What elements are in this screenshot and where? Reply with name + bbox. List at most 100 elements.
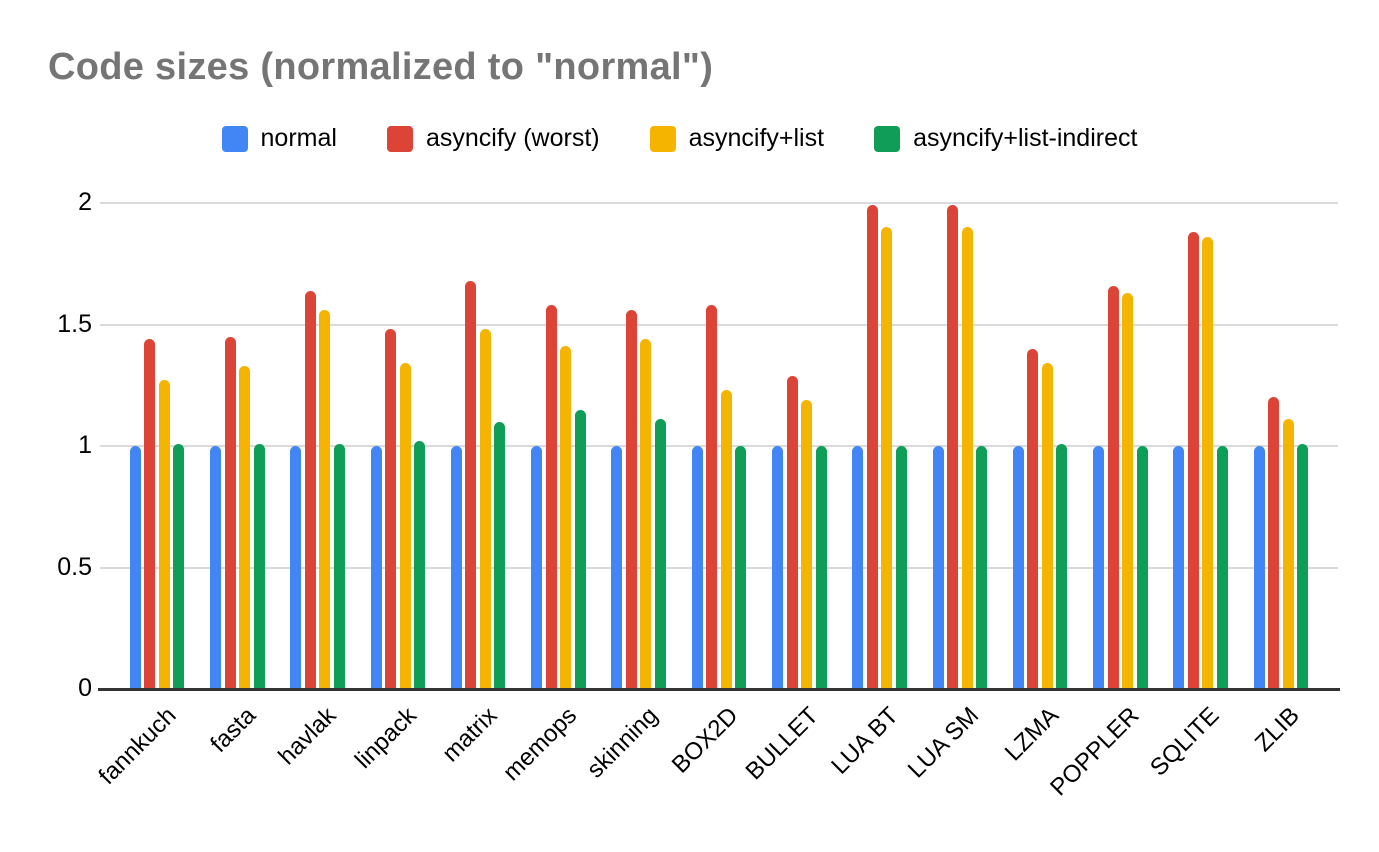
y-tick-label: 1 [78, 431, 92, 459]
bar-asyncify+list-indirect [654, 419, 666, 689]
x-tick-label: fasta [205, 702, 262, 758]
gridline [100, 202, 1338, 204]
bar-group-matrix: matrix [437, 203, 518, 767]
bar-asyncify-worst- [545, 305, 557, 689]
x-tick-label: fannkuch [93, 702, 182, 790]
bar-asyncify+list [881, 227, 893, 689]
bar-asyncify-worst- [1107, 285, 1119, 689]
bar-group-memops: memops [498, 203, 598, 786]
bar-asyncify+list [560, 346, 572, 689]
bar-asyncify-worst- [866, 205, 878, 689]
bar-asyncify+list [1041, 363, 1053, 689]
bar-asyncify+list-indirect [1297, 443, 1309, 689]
bar-asyncify+list-indirect [414, 441, 426, 689]
bar-asyncify-worst- [706, 305, 718, 689]
bar-asyncify+list-indirect [815, 446, 827, 689]
x-tick-label: LZMA [999, 702, 1065, 767]
bar-asyncify+list-indirect [1136, 446, 1148, 689]
bar-group-lua-bt: LUA BT [826, 203, 919, 780]
legend-item-2: asyncify+list [649, 124, 825, 153]
y-axis-labels: 0 0.5 1 1.5 2 [20, 0, 92, 852]
bar-asyncify+list [158, 380, 170, 689]
bar-asyncify-worst- [144, 339, 156, 689]
bar-asyncify+list [479, 329, 491, 689]
bar-asyncify-worst- [625, 309, 637, 689]
bar-asyncify+list-indirect [333, 443, 345, 689]
gridline [100, 566, 1338, 569]
bar-normal [210, 446, 222, 689]
bar-asyncify+list-indirect [173, 443, 185, 689]
bar-group-bullet: BULLET [740, 203, 839, 785]
y-tick-label: 1.5 [57, 309, 92, 338]
bar-normal [290, 446, 302, 689]
x-tick-label: linpack [350, 702, 423, 774]
bar-asyncify-worst- [304, 290, 316, 689]
bar-group-poppler: POPPLER [1045, 203, 1160, 801]
bar-group-linpack: linpack [350, 203, 438, 774]
x-tick-label: havlak [273, 702, 342, 771]
bar-asyncify+list [720, 390, 732, 689]
bar-asyncify-worst- [465, 280, 477, 689]
bar-asyncify-worst- [1268, 397, 1280, 689]
bar-asyncify+list-indirect [976, 446, 988, 689]
y-tick-label: 2 [78, 188, 92, 216]
legend-item-3: asyncify+list-indirect [874, 124, 1137, 153]
x-tick-label: BOX2D [666, 702, 744, 779]
bar-group-lzma: LZMA [1000, 203, 1080, 766]
legend-item-label: asyncify+list [688, 124, 825, 152]
bar-group-zlib: ZLIB [1241, 203, 1321, 757]
bar-asyncify-worst- [786, 375, 798, 689]
x-tick-label: matrix [436, 702, 503, 768]
bar-asyncify+list [1282, 419, 1294, 689]
legend-item-1: asyncify (worst) [386, 124, 600, 153]
legend-swatch-icon [221, 125, 248, 152]
bar-normal [1093, 446, 1105, 689]
legend-item-label: normal [260, 124, 337, 152]
bar-normal [1173, 446, 1185, 689]
bar-asyncify+list-indirect [735, 446, 747, 689]
bar-group-havlak: havlak [274, 203, 358, 770]
bar-normal [129, 446, 141, 689]
bar-group-sqlite: SQLITE [1145, 203, 1240, 781]
bars-region: fannkuch fasta havlak linpack matrix memops sk… [93, 203, 1321, 801]
x-tick-label: LUA SM [902, 702, 984, 784]
bar-normal [611, 446, 623, 689]
x-tick-label: LUA BT [826, 702, 904, 780]
bar-group-lua-sm: LUA SM [903, 203, 1000, 783]
x-tick-label: memops [498, 702, 583, 787]
bar-normal [531, 446, 543, 689]
bar-group-fannkuch: fannkuch [93, 203, 197, 790]
bar-asyncify-worst- [224, 336, 236, 689]
bar-normal [772, 446, 783, 689]
x-axis-line [98, 688, 1340, 691]
x-tick-label: skinning [581, 702, 663, 784]
legend-swatch-icon [386, 125, 413, 152]
bar-normal [1253, 446, 1265, 689]
chart-legend: normal asyncify (worst) asyncify+list async… [0, 124, 1369, 153]
bar-group-skinning: skinning [581, 203, 679, 783]
plot-area: fannkuch fasta havlak linpack matrix memops sk… [93, 202, 1340, 801]
bar-normal [1012, 446, 1024, 689]
bar-asyncify+list-indirect [1216, 446, 1228, 689]
bar-asyncify-worst- [385, 329, 397, 689]
x-tick-label: ZLIB [1250, 702, 1305, 757]
bar-asyncify-worst- [1187, 232, 1199, 689]
bar-normal [691, 446, 703, 689]
bar-asyncify+list [1122, 292, 1134, 689]
gridline [100, 323, 1338, 326]
bar-asyncify+list [1202, 237, 1214, 689]
y-tick-label: 0.5 [57, 552, 92, 581]
bar-normal [370, 446, 382, 689]
x-tick-label: SQLITE [1145, 702, 1225, 782]
bar-asyncify+list [801, 399, 812, 689]
bar-asyncify+list [961, 227, 973, 689]
bar-asyncify+list [640, 339, 652, 689]
bar-normal [852, 446, 864, 689]
bar-asyncify+list-indirect [895, 446, 907, 689]
bar-asyncify+list-indirect [253, 443, 265, 689]
bar-asyncify+list-indirect [574, 409, 586, 689]
chart-title: Code sizes (normalized to "normal") [48, 46, 714, 88]
bar-asyncify+list [399, 363, 411, 689]
bar-normal [450, 446, 462, 689]
y-tick-label: 0 [78, 674, 92, 702]
